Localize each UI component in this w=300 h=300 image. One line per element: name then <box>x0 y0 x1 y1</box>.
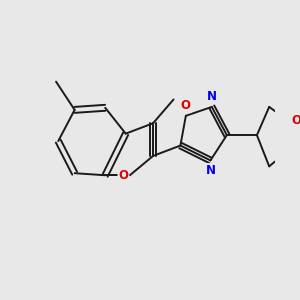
Text: O: O <box>118 169 128 182</box>
Text: N: N <box>206 164 215 177</box>
Text: O: O <box>291 114 300 128</box>
Text: N: N <box>207 90 217 103</box>
Text: O: O <box>181 99 191 112</box>
